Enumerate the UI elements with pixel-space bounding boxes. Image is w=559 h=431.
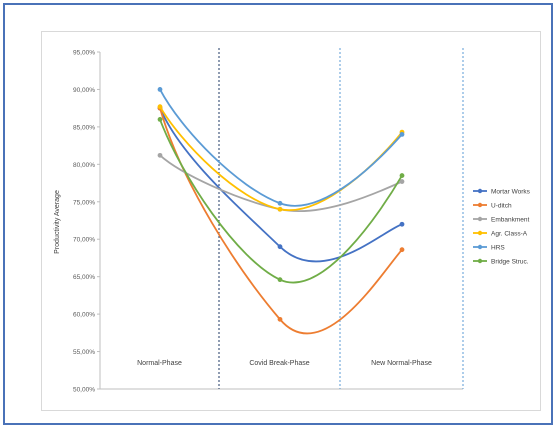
legend-entry-bridge-struc: Bridge Struc. — [491, 259, 529, 266]
series-line-u-ditch — [159, 107, 403, 335]
legend: Mortar Works U-ditch Embankment Agr. Class-… — [473, 189, 531, 266]
phase-label: Covid Break-Phase — [249, 360, 309, 367]
legend-entry-agr-class-a: Agr. Class-A — [491, 231, 528, 238]
data-point-mortar-works — [399, 221, 405, 227]
data-point-bridge-struc — [157, 117, 163, 122]
legend-entry-mortar-works: Mortar Works — [491, 189, 531, 196]
data-point-agr-class-a — [157, 104, 163, 110]
chart-frame: 50,00% 55,00% 60,00% 65,00% 70,00% 75,00% 80,0… — [3, 3, 553, 425]
legend-entry-hrs: HRS — [491, 245, 505, 252]
axis-layer: 50,00% 55,00% 60,00% 65,00% 70,00% 75,00% 80,0… — [73, 50, 463, 394]
data-point-mortar-works — [277, 244, 283, 250]
legend-marker-mortar-works — [477, 188, 483, 194]
y-tick-label: 55,00% — [73, 349, 95, 356]
data-point-hrs — [277, 200, 283, 206]
phase-label: Normal-Phase — [137, 360, 182, 367]
y-tick-label: 95,00% — [73, 50, 95, 57]
series-layer — [157, 87, 405, 335]
legend-marker-u-ditch — [477, 202, 483, 208]
y-tick-label: 75,00% — [73, 199, 95, 206]
y-tick-label: 85,00% — [73, 124, 95, 131]
y-tick-label: 50,00% — [73, 387, 95, 394]
legend-entry-embankment: Embankment — [491, 217, 529, 224]
series-line-mortar-works — [159, 107, 403, 263]
phase-label: New Normal-Phase — [371, 360, 432, 367]
chart-area: 50,00% 55,00% 60,00% 65,00% 70,00% 75,00% 80,0… — [41, 31, 541, 411]
legend-entry-u-ditch: U-ditch — [491, 203, 512, 210]
y-tick-label: 65,00% — [73, 274, 95, 281]
legend-marker-agr-class-a — [477, 230, 483, 236]
legend-marker-hrs — [477, 244, 483, 250]
phase-divider-layer — [218, 48, 464, 389]
data-point-bridge-struc — [399, 173, 405, 178]
series-line-bridge-struc — [159, 119, 403, 284]
data-point-bridge-struc — [277, 277, 283, 283]
y-tick-label: 60,00% — [73, 312, 95, 319]
phase-label-layer: Normal-Phase Covid Break-Phase New Normal-… — [137, 360, 432, 367]
data-point-hrs — [157, 87, 163, 92]
line-chart: 50,00% 55,00% 60,00% 65,00% 70,00% 75,00% 80,0… — [54, 48, 531, 394]
data-point-embankment — [399, 179, 405, 184]
series-line-hrs — [159, 89, 403, 207]
y-tick-label: 70,00% — [73, 237, 95, 244]
data-point-agr-class-a — [277, 206, 283, 212]
data-point-u-ditch — [277, 316, 283, 322]
y-tick-label: 90,00% — [73, 87, 95, 94]
data-point-u-ditch — [399, 247, 405, 253]
legend-marker-embankment — [477, 216, 483, 222]
data-point-hrs — [399, 131, 405, 137]
y-axis-label: Productivity Average — [54, 190, 61, 254]
y-tick-label: 80,00% — [73, 162, 95, 169]
legend-marker-bridge-struc — [477, 258, 483, 264]
data-point-embankment — [157, 152, 163, 158]
